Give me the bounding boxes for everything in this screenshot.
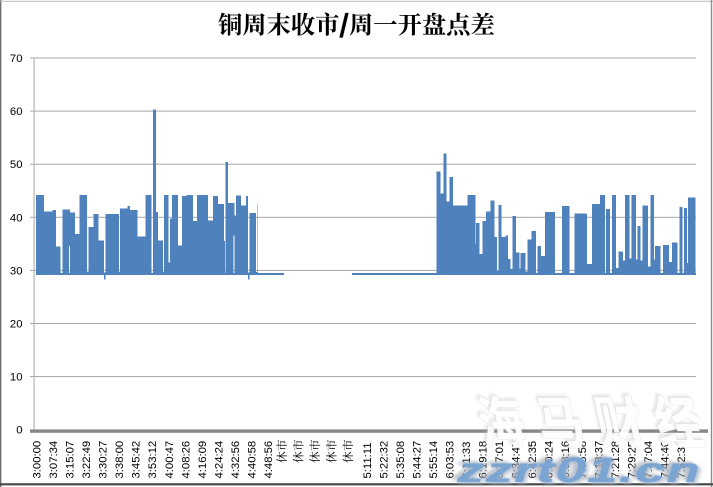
svg-text:6:11:33: 6:11:33: [461, 442, 473, 479]
svg-text:7:13:37: 7:13:37: [593, 441, 605, 479]
svg-text:7:21:28: 7:21:28: [610, 441, 622, 479]
svg-text:7:52:33: 7:52:33: [676, 441, 688, 479]
svg-text:6:19:18: 6:19:18: [478, 441, 490, 479]
svg-text:3:30:27: 3:30:27: [98, 441, 110, 479]
svg-text:4:08:26: 4:08:26: [180, 441, 192, 479]
svg-text:4:32:56: 4:32:56: [230, 441, 242, 479]
svg-text:6:03:53: 6:03:53: [445, 441, 457, 479]
svg-text:4:24:24: 4:24:24: [213, 441, 225, 479]
svg-text:5:44:27: 5:44:27: [412, 441, 424, 479]
svg-text:3:53:12: 3:53:12: [147, 441, 159, 479]
svg-text:6:50:24: 6:50:24: [544, 441, 556, 479]
svg-text:3:45:42: 3:45:42: [131, 441, 143, 479]
svg-text:7:37:04: 7:37:04: [643, 441, 655, 479]
svg-text:4:40:58: 4:40:58: [246, 441, 258, 479]
svg-text:10: 10: [10, 372, 23, 384]
svg-text:5:35:08: 5:35:08: [395, 441, 407, 479]
svg-text:50: 50: [10, 159, 23, 171]
svg-text:40: 40: [10, 212, 23, 224]
svg-text:4:48:56: 4:48:56: [263, 441, 275, 479]
svg-text:6:34:47: 6:34:47: [511, 441, 523, 479]
svg-text:3:00:00: 3:00:00: [32, 441, 44, 479]
svg-text:4:00:47: 4:00:47: [164, 441, 176, 479]
svg-text:7:29:25: 7:29:25: [626, 441, 638, 479]
svg-text:6:42:35: 6:42:35: [527, 441, 539, 479]
svg-text:6:58:16: 6:58:16: [560, 441, 572, 479]
svg-text:0: 0: [16, 425, 22, 437]
svg-text:70: 70: [10, 53, 23, 65]
svg-text:60: 60: [10, 106, 23, 118]
svg-text:6:27:01: 6:27:01: [494, 441, 506, 479]
svg-text:20: 20: [10, 319, 23, 331]
svg-text:3:38:00: 3:38:00: [114, 441, 126, 479]
svg-text:3:15:07: 3:15:07: [65, 441, 77, 479]
svg-text:7:05:58: 7:05:58: [577, 441, 589, 479]
svg-text:3:07:34: 3:07:34: [48, 441, 60, 479]
svg-text:3:22:49: 3:22:49: [81, 441, 93, 479]
svg-text:7:44:46: 7:44:46: [659, 441, 671, 479]
svg-text:4:16:09: 4:16:09: [197, 441, 209, 479]
svg-text:5:55:14: 5:55:14: [428, 441, 440, 479]
svg-text:5:22:32: 5:22:32: [379, 441, 391, 479]
svg-text:30: 30: [10, 265, 23, 277]
svg-text:5:11:11: 5:11:11: [362, 442, 374, 478]
